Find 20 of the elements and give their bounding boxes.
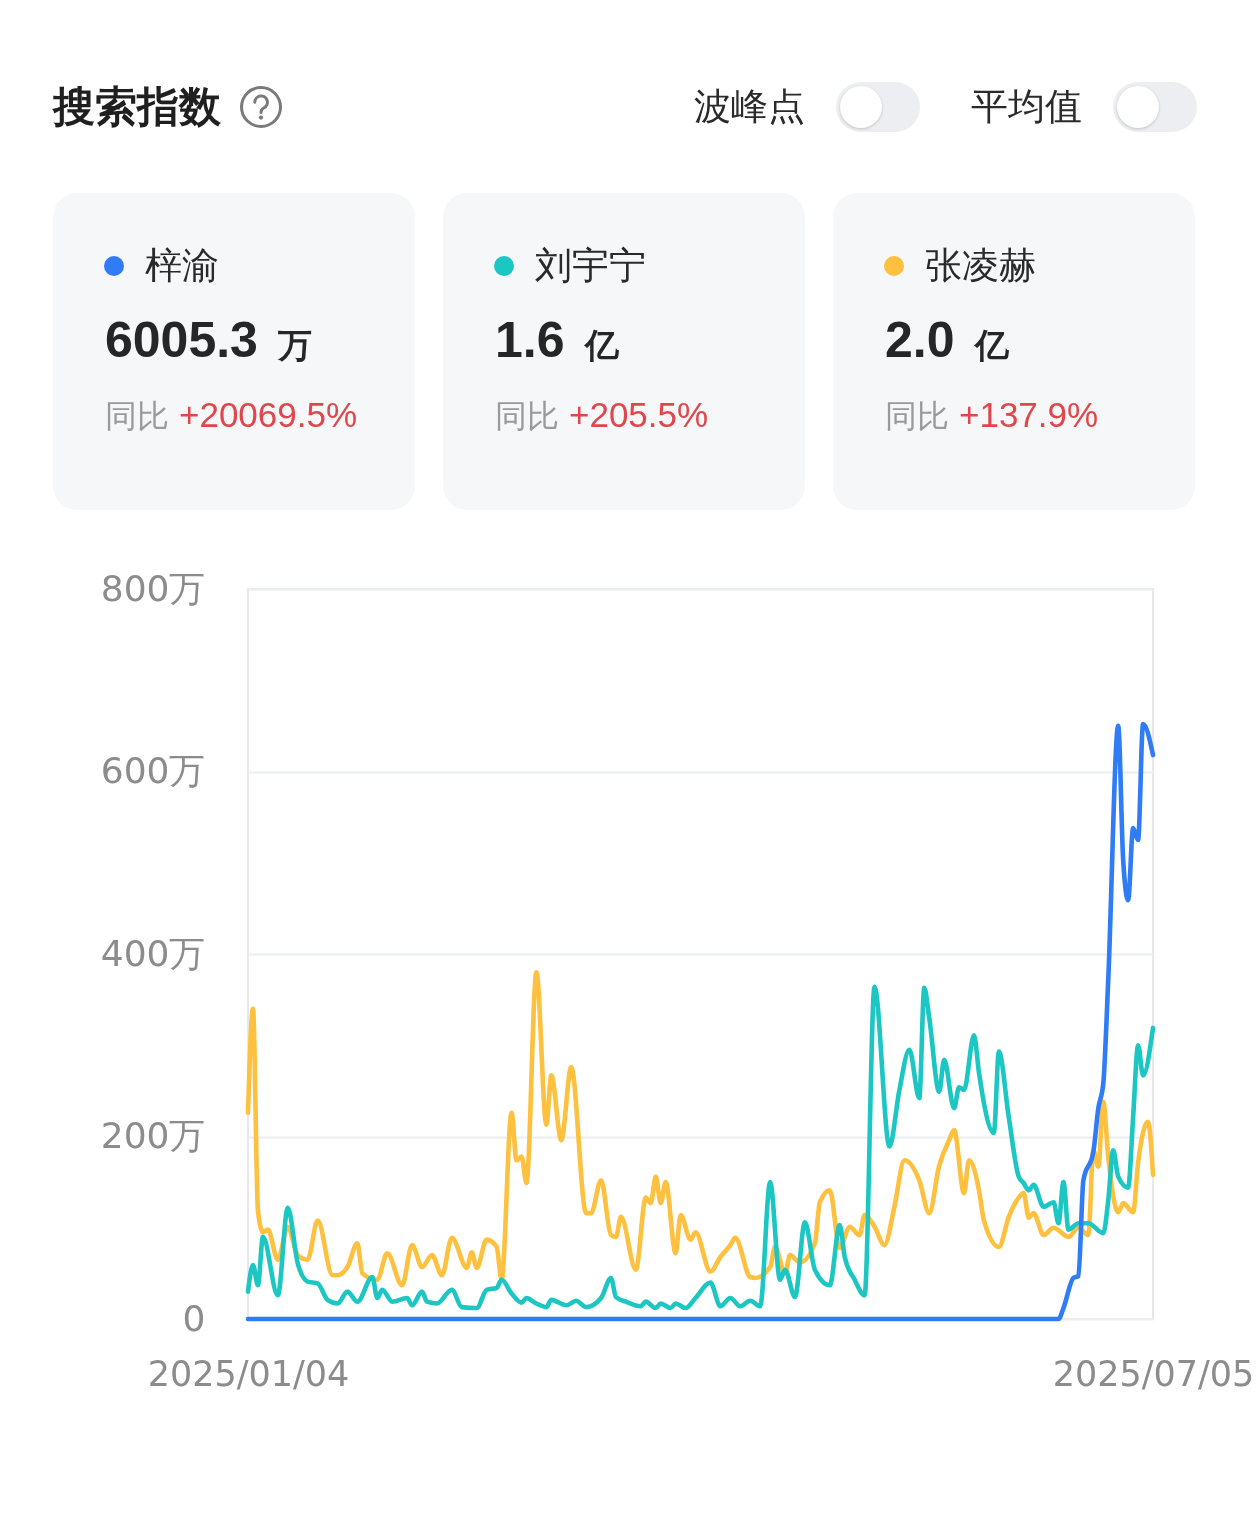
chart-title: 搜索指数 bbox=[53, 81, 221, 133]
x-tick-label: 2025/01/04 bbox=[147, 1353, 350, 1394]
y-tick-label: 600万 bbox=[100, 750, 206, 791]
y-tick-label: 0 bbox=[182, 1297, 206, 1339]
text: 1.6 亿 bbox=[495, 311, 619, 370]
text: 波峰点 bbox=[694, 84, 805, 130]
legend-label: 刘宇宁 bbox=[535, 243, 646, 289]
y-tick-label: 800万 bbox=[100, 567, 206, 609]
text: 6005.3 万 bbox=[105, 311, 312, 370]
text: 2.0 亿 bbox=[885, 311, 1009, 370]
y-tick-label: 400万 bbox=[100, 932, 206, 974]
y-tick-label: 200万 bbox=[100, 1115, 206, 1156]
text: 同比 +137.9% bbox=[885, 394, 1099, 437]
x-tick-label: 2025/07/05 bbox=[1052, 1353, 1255, 1394]
text: 同比 +205.5% bbox=[495, 394, 709, 437]
legend-label: 梓渝 bbox=[145, 243, 219, 289]
line-series bbox=[245, 721, 1156, 1322]
legend-label: 张凌赫 bbox=[925, 243, 1036, 289]
text: 同比 +20069.5% bbox=[105, 394, 358, 437]
text: 平均值 bbox=[971, 84, 1082, 130]
